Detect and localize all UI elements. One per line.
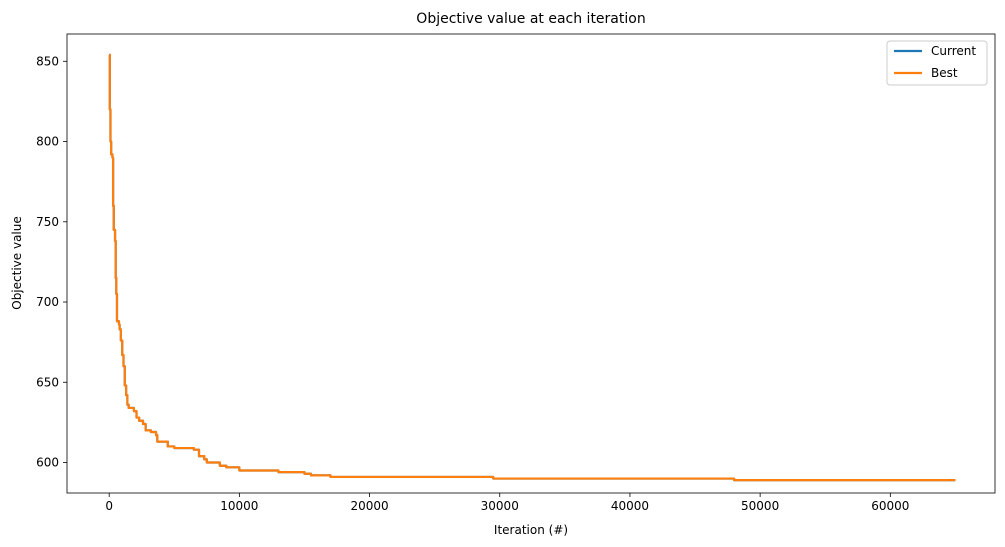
x-tick-label: 50000 <box>741 499 779 513</box>
x-axis-label: Iteration (#) <box>494 523 568 537</box>
x-tick-label: 0 <box>105 499 113 513</box>
x-tick-label: 30000 <box>481 499 519 513</box>
legend-label-current: Current <box>931 44 976 58</box>
x-axis: 0 10000 20000 30000 40000 50000 60000 <box>105 493 909 513</box>
y-tick-label: 650 <box>36 375 59 389</box>
y-tick-label: 800 <box>36 135 59 149</box>
plot-background <box>67 34 995 493</box>
x-tick-label: 40000 <box>611 499 649 513</box>
x-tick-label: 60000 <box>871 499 909 513</box>
x-tick-label: 20000 <box>350 499 388 513</box>
y-tick-label: 850 <box>36 54 59 68</box>
y-tick-label: 750 <box>36 215 59 229</box>
x-tick-label: 10000 <box>220 499 258 513</box>
series-line-best <box>108 53 956 482</box>
plot-area <box>66 33 996 494</box>
legend: Current Best <box>886 40 988 86</box>
plot-frame <box>66 33 996 494</box>
chart-title: Objective value at each iteration <box>416 11 645 27</box>
legend-label-best: Best <box>931 66 958 80</box>
y-axis: 600 650 700 750 800 850 <box>36 54 67 470</box>
y-tick-label: 700 <box>36 295 59 309</box>
y-axis-label: Objective value <box>10 216 24 310</box>
y-tick-label: 600 <box>36 456 59 470</box>
series-layer <box>108 53 956 482</box>
